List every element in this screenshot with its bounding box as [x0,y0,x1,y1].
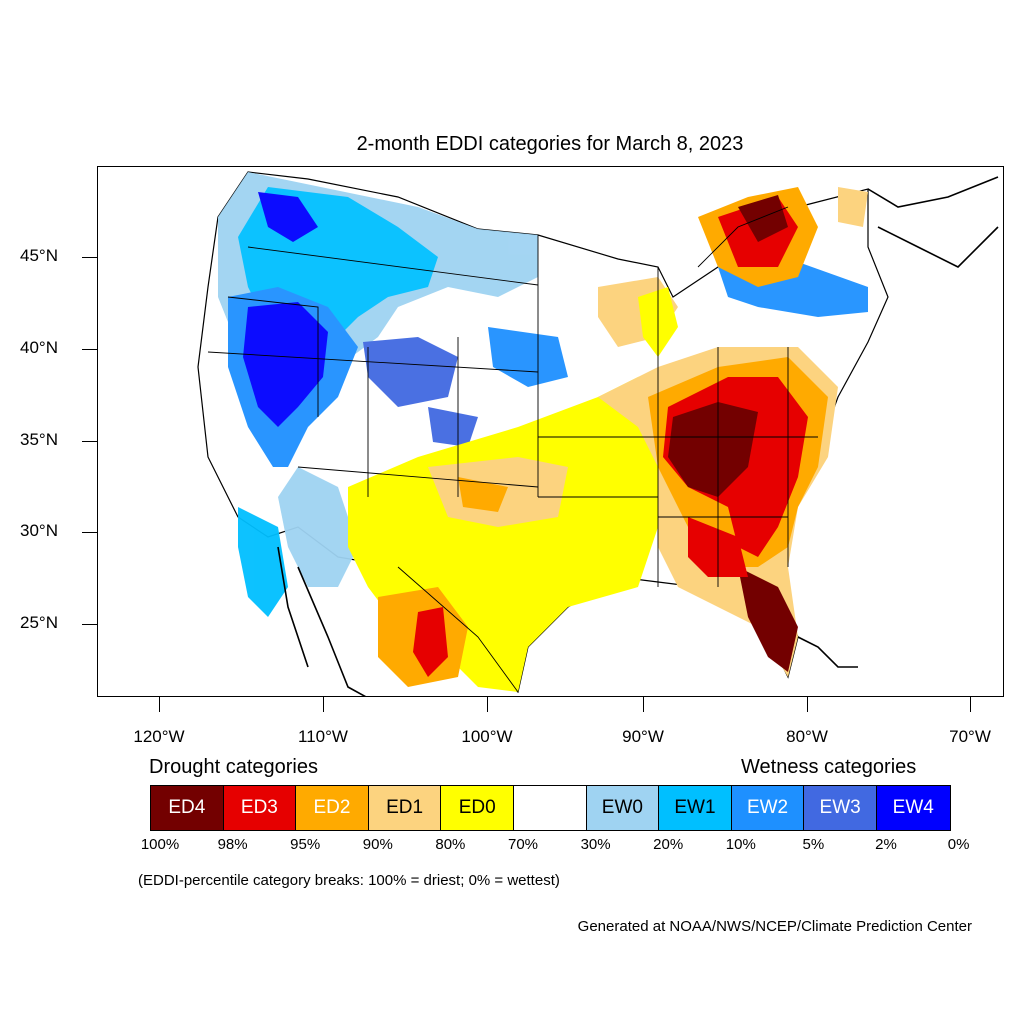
legend-swatch: EW2 [731,786,805,830]
lon-label: 70°W [949,727,991,746]
lon-label: 110°W [298,727,348,746]
legend-break-label: 70% [507,836,539,853]
drought-regions [348,187,868,692]
drought-heading: Drought categories [149,756,318,778]
legend-swatch: ED1 [368,786,442,830]
lon-tick [159,697,160,712]
lat-label: 35°N [20,430,58,449]
lon-label: 100°W [461,727,513,746]
legend-break-label: 0% [947,836,970,853]
lon-label: 90°W [622,727,664,746]
legend-swatch: ED4 [151,786,224,830]
lat-tick [82,532,97,533]
legend-swatch: ED0 [441,786,514,830]
lon-tick [970,697,971,712]
category-note: (EDDI-percentile category breaks: 100% =… [138,872,560,889]
legend-break-label: 30% [580,836,611,853]
legend-swatch: EW3 [804,786,877,830]
legend-break-label: 80% [435,836,466,853]
legend-break-label: 100% [140,836,180,853]
legend-swatch: ED2 [296,786,369,830]
lon-tick [807,697,808,712]
lon-tick [487,697,488,712]
legend-swatch [513,786,587,830]
lon-label: 120°W [133,727,185,746]
lat-label: 40°N [20,338,58,357]
legend-break-label: 90% [362,836,393,853]
legend-swatch: ED3 [223,786,297,830]
map-title: 2-month EDDI categories for March 8, 202… [356,133,744,155]
legend-swatch: EW1 [659,786,732,830]
eddi-map-canvas [197,171,999,696]
legend-break-label: 5% [802,836,825,853]
wetness-heading: Wetness categories [741,756,917,778]
lon-tick [323,697,324,712]
legend-break-label: 95% [290,836,321,853]
lat-tick [82,257,97,258]
lat-label: 25°N [20,613,58,632]
wetness-regions [218,172,868,617]
credit-line: Generated at NOAA/NWS/NCEP/Climate Predi… [577,918,972,935]
coastlines [277,176,999,696]
legend-break-label: 10% [725,836,756,853]
legend-break-label: 98% [217,836,248,853]
legend-swatch: EW0 [586,786,660,830]
lon-tick [643,697,644,712]
lat-label: 30°N [20,521,58,540]
lat-tick [82,349,97,350]
state-boundaries [207,206,818,693]
legend-break-label: 2% [875,836,897,853]
lon-label: 80°W [786,727,828,746]
eddi-map [97,166,1004,697]
lat-tick [82,624,97,625]
lat-label: 45°N [20,246,58,265]
legend-break-label: 20% [653,836,684,853]
legend-swatch: EW4 [876,786,950,830]
lat-tick [82,441,97,442]
legend-colorbar: ED4 ED3 ED2 ED1 ED0 EW0 EW1 EW2 EW3 EW4 [150,785,951,831]
